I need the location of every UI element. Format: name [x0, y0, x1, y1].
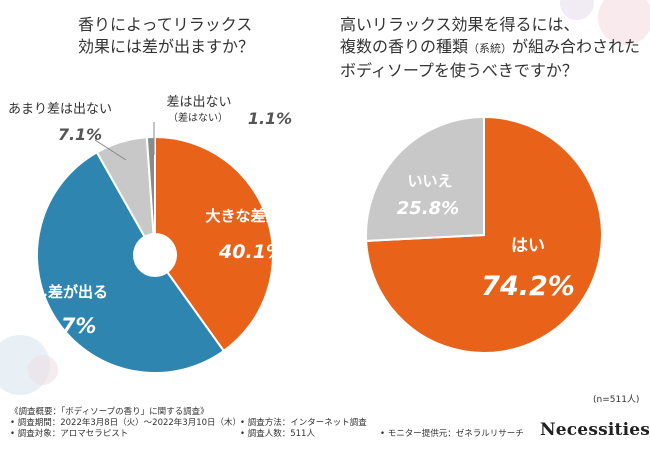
survey-count: • 調査人数：511人: [240, 429, 315, 439]
flower-decoration-bottom-left-2: [28, 355, 58, 385]
survey-provider: • モニター提供元：ゼネラルリサーチ: [380, 429, 524, 439]
survey-heading: 《調査概要：「ボディソープの香り」に関する調査》: [10, 407, 209, 417]
label-little-difference: あまり差は出ない: [8, 102, 112, 117]
survey-target: • 調査対象：アロマセラピスト: [10, 429, 129, 439]
value-some-difference: 51.7%: [24, 314, 97, 338]
left-pie-slice-3: [145, 135, 156, 256]
right-title-part-b: （系統）: [468, 42, 513, 55]
label-no-difference: 差は出ない: [166, 95, 231, 110]
left-title-line-1: 香りによってリラックス: [78, 15, 253, 34]
value-no: 25.8%: [397, 198, 459, 219]
flower-decoration-top-right-2: [560, 0, 594, 20]
label-big-difference: 大きな差が出る: [205, 207, 310, 225]
sublabel-no-difference: （差はない）: [168, 111, 228, 124]
flower-decoration-top-right: [598, 0, 650, 45]
label-no: いいえ: [407, 172, 452, 190]
survey-method: • 調査方法：インターネット調査: [240, 418, 367, 428]
sample-size-note: (n=511人): [593, 395, 640, 405]
right-title-part-a: 複数の香りの種類: [340, 37, 469, 56]
left-pie-slice-0: [154, 135, 274, 353]
right-chart-title: 高いリラックス効果を得るには、 複数の香りの種類（系統）が組み合わされた ボディ…: [340, 14, 640, 82]
survey-period: • 調査期間：2022年3月8日（火）〜2022年3月10日（木）: [10, 418, 242, 428]
brand-logo: Necessities®: [540, 420, 650, 440]
left-title-line-2: 効果には差が出ますか？: [78, 37, 255, 56]
value-little-difference: 7.1%: [58, 125, 102, 144]
left-chart-title: 香りによってリラックス 効果には差が出ますか？: [78, 14, 254, 58]
brand-name: Necessities: [540, 420, 650, 440]
left-pie-slice-1: [36, 150, 226, 374]
value-yes: 74.2%: [481, 271, 575, 302]
pie-chart-left: [36, 135, 274, 374]
label-yes: はい: [511, 236, 545, 256]
value-no-difference: 1.1%: [248, 109, 292, 128]
right-title-line-3: ボディソープを使うべきですか？: [340, 61, 578, 80]
value-big-difference: 40.1%: [218, 241, 285, 263]
pie-chart-right: [365, 115, 603, 354]
left-pie-center-hole: [133, 233, 177, 277]
leader-line-little-difference: [94, 139, 127, 161]
right-title-line-1: 高いリラックス効果を得るには、: [340, 15, 580, 34]
right-title-part-c: が組み合わされた: [512, 37, 641, 56]
right-title-line-2: 複数の香りの種類（系統）が組み合わされた: [340, 36, 640, 60]
right-pie-slice-1: [365, 115, 485, 242]
label-some-difference: 少し差が出る: [17, 283, 108, 301]
